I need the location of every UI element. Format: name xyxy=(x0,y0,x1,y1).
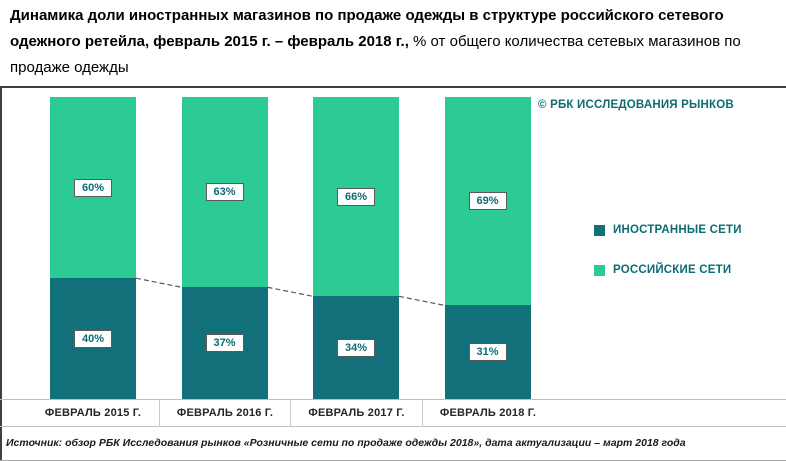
segment-foreign: 40% xyxy=(50,278,136,399)
segment-russian: 69% xyxy=(444,97,531,306)
segment-russian: 66% xyxy=(313,97,399,297)
x-axis: ФЕВРАЛЬ 2015 Г. ФЕВРАЛЬ 2016 Г. ФЕВРАЛЬ 20… xyxy=(0,399,786,427)
segment-russian: 63% xyxy=(181,97,268,288)
segment-foreign: 37% xyxy=(181,287,268,399)
title-divider xyxy=(0,86,786,88)
x-axis-label: ФЕВРАЛЬ 2017 Г. xyxy=(290,400,422,427)
chart-title-bold: Динамика доли иностранных магазинов по п… xyxy=(10,7,724,50)
legend-swatch xyxy=(594,224,605,236)
copyright-label: © РБК ИССЛЕДОВАНИЯ РЫНКОВ xyxy=(538,99,734,111)
value-label: 31% xyxy=(468,343,507,362)
segment-foreign: 31% xyxy=(444,305,531,399)
x-axis-label: ФЕВРАЛЬ 2016 Г. xyxy=(158,400,291,427)
value-label: 63% xyxy=(205,183,244,202)
plot-area: 60% 40% 63% 37% 66% 34% 69% 31% xyxy=(0,97,557,399)
value-label: 40% xyxy=(73,329,113,348)
value-label: 34% xyxy=(336,338,376,357)
x-axis-label: ФЕВРАЛЬ 2015 Г. xyxy=(44,407,142,419)
stacked-bar-4: 69% 31% xyxy=(444,97,531,399)
source-note: Источник: обзор РБК Исследования рынков … xyxy=(0,428,786,461)
value-label: 60% xyxy=(73,178,113,197)
stacked-bar-1: 60% 40% xyxy=(50,97,136,399)
stacked-bar-3: 66% 34% xyxy=(313,97,399,399)
value-label: 66% xyxy=(336,187,376,206)
segment-foreign: 34% xyxy=(313,296,399,399)
segment-russian: 60% xyxy=(50,97,136,279)
stacked-bar-2: 63% 37% xyxy=(181,97,268,399)
chart-title: Динамика доли иностранных магазинов по п… xyxy=(10,3,780,81)
legend-label: ИНОСТРАННЫЕ СЕТИ xyxy=(613,224,742,236)
legend-label: РОССИЙСКИЕ СЕТИ xyxy=(613,264,732,276)
chart-title-regular: % от общего количества сетевых магазинов… xyxy=(10,33,741,76)
legend-swatch xyxy=(594,264,605,276)
legend-item-1: ИНОСТРАННЫЕ СЕТИ xyxy=(594,224,742,236)
value-label: 37% xyxy=(205,334,244,353)
value-label: 69% xyxy=(468,192,507,211)
legend: ИНОСТРАННЫЕ СЕТИ РОССИЙСКИЕ СЕТИ xyxy=(594,224,742,276)
left-border xyxy=(0,86,2,460)
legend-item-2: РОССИЙСКИЕ СЕТИ xyxy=(594,264,742,276)
x-axis-label: ФЕВРАЛЬ 2018 Г. xyxy=(421,400,554,427)
